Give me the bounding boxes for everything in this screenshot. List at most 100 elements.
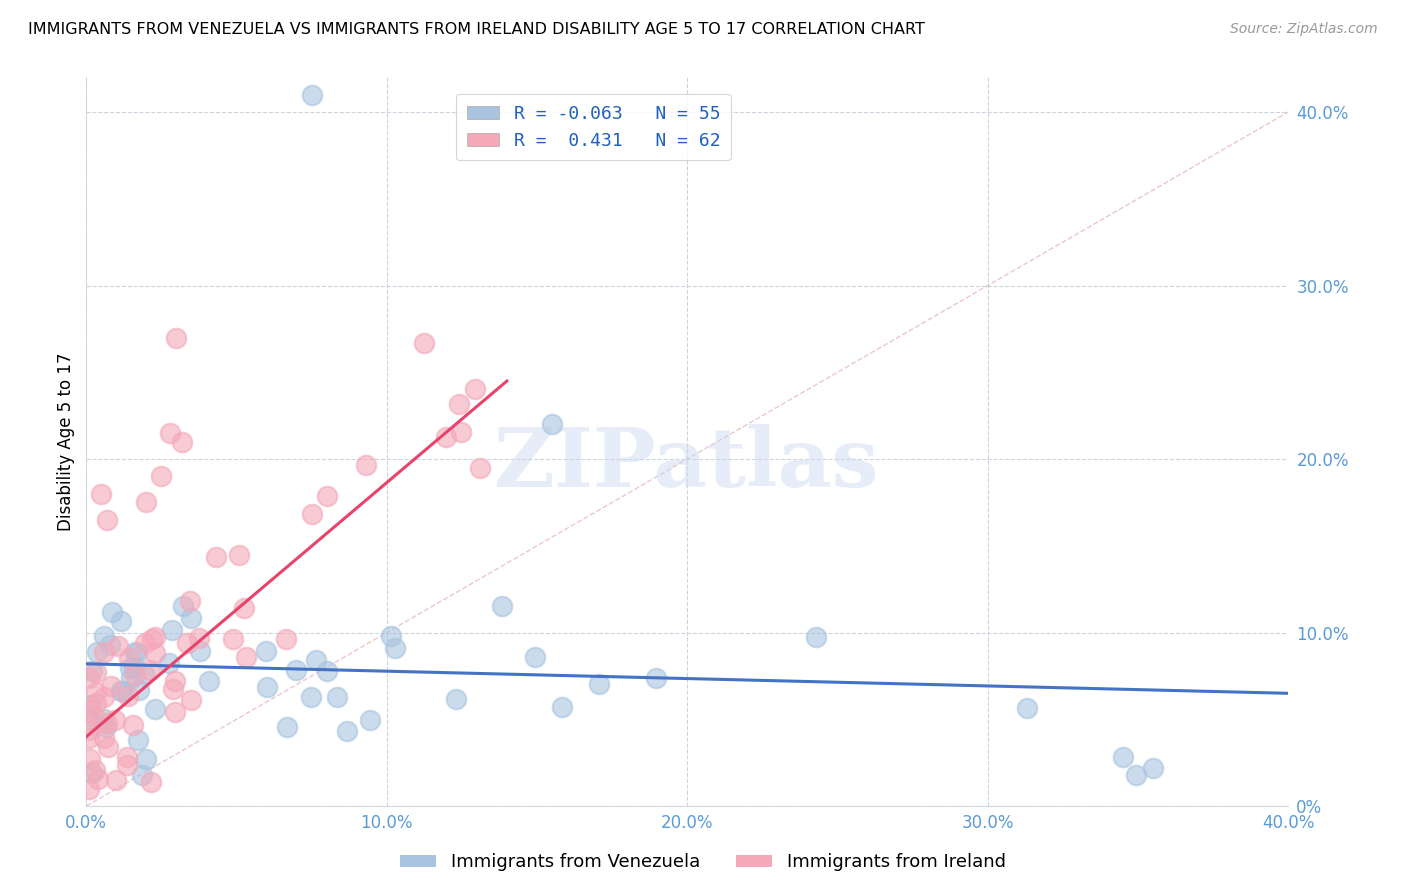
Immigrants from Venezuela — [121, 671, 143, 685]
Immigrants from Ireland — [165, 673, 187, 688]
Immigrants from Venezuela — [1142, 761, 1164, 775]
Immigrants from Venezuela — [541, 417, 564, 432]
Immigrants from Ireland — [150, 469, 173, 483]
Immigrants from Ireland — [124, 667, 146, 681]
Immigrants from Venezuela — [94, 720, 117, 734]
Immigrants from Ireland — [413, 336, 436, 351]
Immigrants from Venezuela — [157, 656, 180, 670]
Immigrants from Venezuela — [131, 768, 153, 782]
Immigrants from Ireland — [447, 397, 470, 411]
Immigrants from Ireland — [464, 382, 486, 396]
Immigrants from Venezuela — [276, 720, 298, 734]
Immigrants from Ireland — [84, 685, 107, 699]
Immigrants from Venezuela — [491, 599, 513, 613]
Immigrants from Ireland — [79, 752, 101, 766]
Immigrants from Venezuela — [125, 646, 148, 660]
Immigrants from Venezuela — [135, 752, 157, 766]
Immigrants from Ireland — [159, 426, 181, 441]
Immigrants from Ireland — [93, 645, 115, 659]
Immigrants from Ireland — [90, 487, 112, 501]
Immigrants from Ireland — [141, 632, 163, 646]
Immigrants from Venezuela — [804, 630, 827, 644]
Immigrants from Ireland — [205, 550, 228, 565]
Immigrants from Venezuela — [110, 683, 132, 698]
Immigrants from Ireland — [84, 696, 107, 710]
Immigrants from Ireland — [434, 430, 457, 444]
Immigrants from Ireland — [235, 650, 257, 665]
Text: IMMIGRANTS FROM VENEZUELA VS IMMIGRANTS FROM IRELAND DISABILITY AGE 5 TO 17 CORR: IMMIGRANTS FROM VENEZUELA VS IMMIGRANTS … — [28, 22, 925, 37]
Immigrants from Venezuela — [118, 661, 141, 675]
Immigrants from Venezuela — [111, 684, 134, 698]
Immigrants from Ireland — [274, 632, 297, 646]
Immigrants from Venezuela — [301, 87, 323, 102]
Immigrants from Ireland — [470, 460, 492, 475]
Immigrants from Venezuela — [82, 766, 104, 780]
Immigrants from Ireland — [139, 663, 162, 677]
Immigrants from Ireland — [79, 723, 101, 737]
Immigrants from Ireland — [79, 731, 101, 745]
Immigrants from Venezuela — [326, 690, 349, 704]
Immigrants from Venezuela — [160, 623, 183, 637]
Immigrants from Ireland — [222, 632, 245, 646]
Immigrants from Ireland — [354, 458, 377, 472]
Immigrants from Venezuela — [256, 680, 278, 694]
Immigrants from Venezuela — [101, 605, 124, 619]
Immigrants from Ireland — [100, 680, 122, 694]
Legend: R = -0.063   N = 55, R =  0.431   N = 62: R = -0.063 N = 55, R = 0.431 N = 62 — [456, 94, 731, 161]
Immigrants from Venezuela — [551, 700, 574, 714]
Immigrants from Ireland — [87, 772, 110, 786]
Immigrants from Venezuela — [380, 629, 402, 643]
Immigrants from Ireland — [117, 750, 139, 764]
Immigrants from Venezuela — [284, 663, 307, 677]
Immigrants from Ireland — [165, 331, 187, 345]
Text: Source: ZipAtlas.com: Source: ZipAtlas.com — [1230, 22, 1378, 37]
Immigrants from Ireland — [135, 495, 157, 509]
Immigrants from Ireland — [93, 690, 115, 704]
Immigrants from Ireland — [117, 690, 139, 704]
Immigrants from Venezuela — [93, 629, 115, 643]
Immigrants from Ireland — [176, 636, 198, 650]
Immigrants from Venezuela — [444, 692, 467, 706]
Immigrants from Ireland — [96, 513, 118, 527]
Immigrants from Ireland — [83, 709, 105, 723]
Immigrants from Ireland — [134, 636, 156, 650]
Immigrants from Ireland — [115, 758, 138, 772]
Immigrants from Venezuela — [110, 615, 132, 629]
Immigrants from Ireland — [180, 693, 202, 707]
Immigrants from Ireland — [139, 775, 162, 789]
Immigrants from Ireland — [233, 600, 256, 615]
Immigrants from Ireland — [93, 731, 115, 745]
Immigrants from Venezuela — [134, 666, 156, 681]
Immigrants from Ireland — [188, 632, 211, 646]
Immigrants from Venezuela — [305, 653, 328, 667]
Immigrants from Venezuela — [80, 664, 103, 678]
Immigrants from Venezuela — [524, 650, 547, 665]
Immigrants from Venezuela — [1112, 750, 1135, 764]
Immigrants from Ireland — [143, 646, 166, 660]
Immigrants from Venezuela — [86, 645, 108, 659]
Immigrants from Venezuela — [315, 665, 337, 679]
Immigrants from Ireland — [301, 507, 323, 521]
Immigrants from Ireland — [79, 781, 101, 796]
Immigrants from Venezuela — [124, 645, 146, 659]
Immigrants from Venezuela — [645, 671, 668, 685]
Immigrants from Ireland — [105, 772, 128, 787]
Immigrants from Venezuela — [172, 599, 194, 614]
Immigrants from Ireland — [96, 716, 118, 731]
Immigrants from Venezuela — [359, 713, 381, 727]
Immigrants from Ireland — [172, 434, 194, 449]
Immigrants from Venezuela — [79, 713, 101, 727]
Immigrants from Ireland — [315, 489, 337, 503]
Immigrants from Ireland — [84, 763, 107, 777]
Immigrants from Venezuela — [336, 723, 359, 738]
Immigrants from Venezuela — [384, 640, 406, 655]
Text: ZIPatlas: ZIPatlas — [495, 424, 880, 504]
Immigrants from Venezuela — [197, 673, 219, 688]
Immigrants from Ireland — [165, 705, 187, 719]
Immigrants from Ireland — [143, 630, 166, 644]
Immigrants from Venezuela — [188, 643, 211, 657]
Immigrants from Venezuela — [80, 698, 103, 713]
Immigrants from Ireland — [79, 671, 101, 685]
Immigrants from Venezuela — [254, 644, 277, 658]
Immigrants from Ireland — [162, 682, 184, 697]
